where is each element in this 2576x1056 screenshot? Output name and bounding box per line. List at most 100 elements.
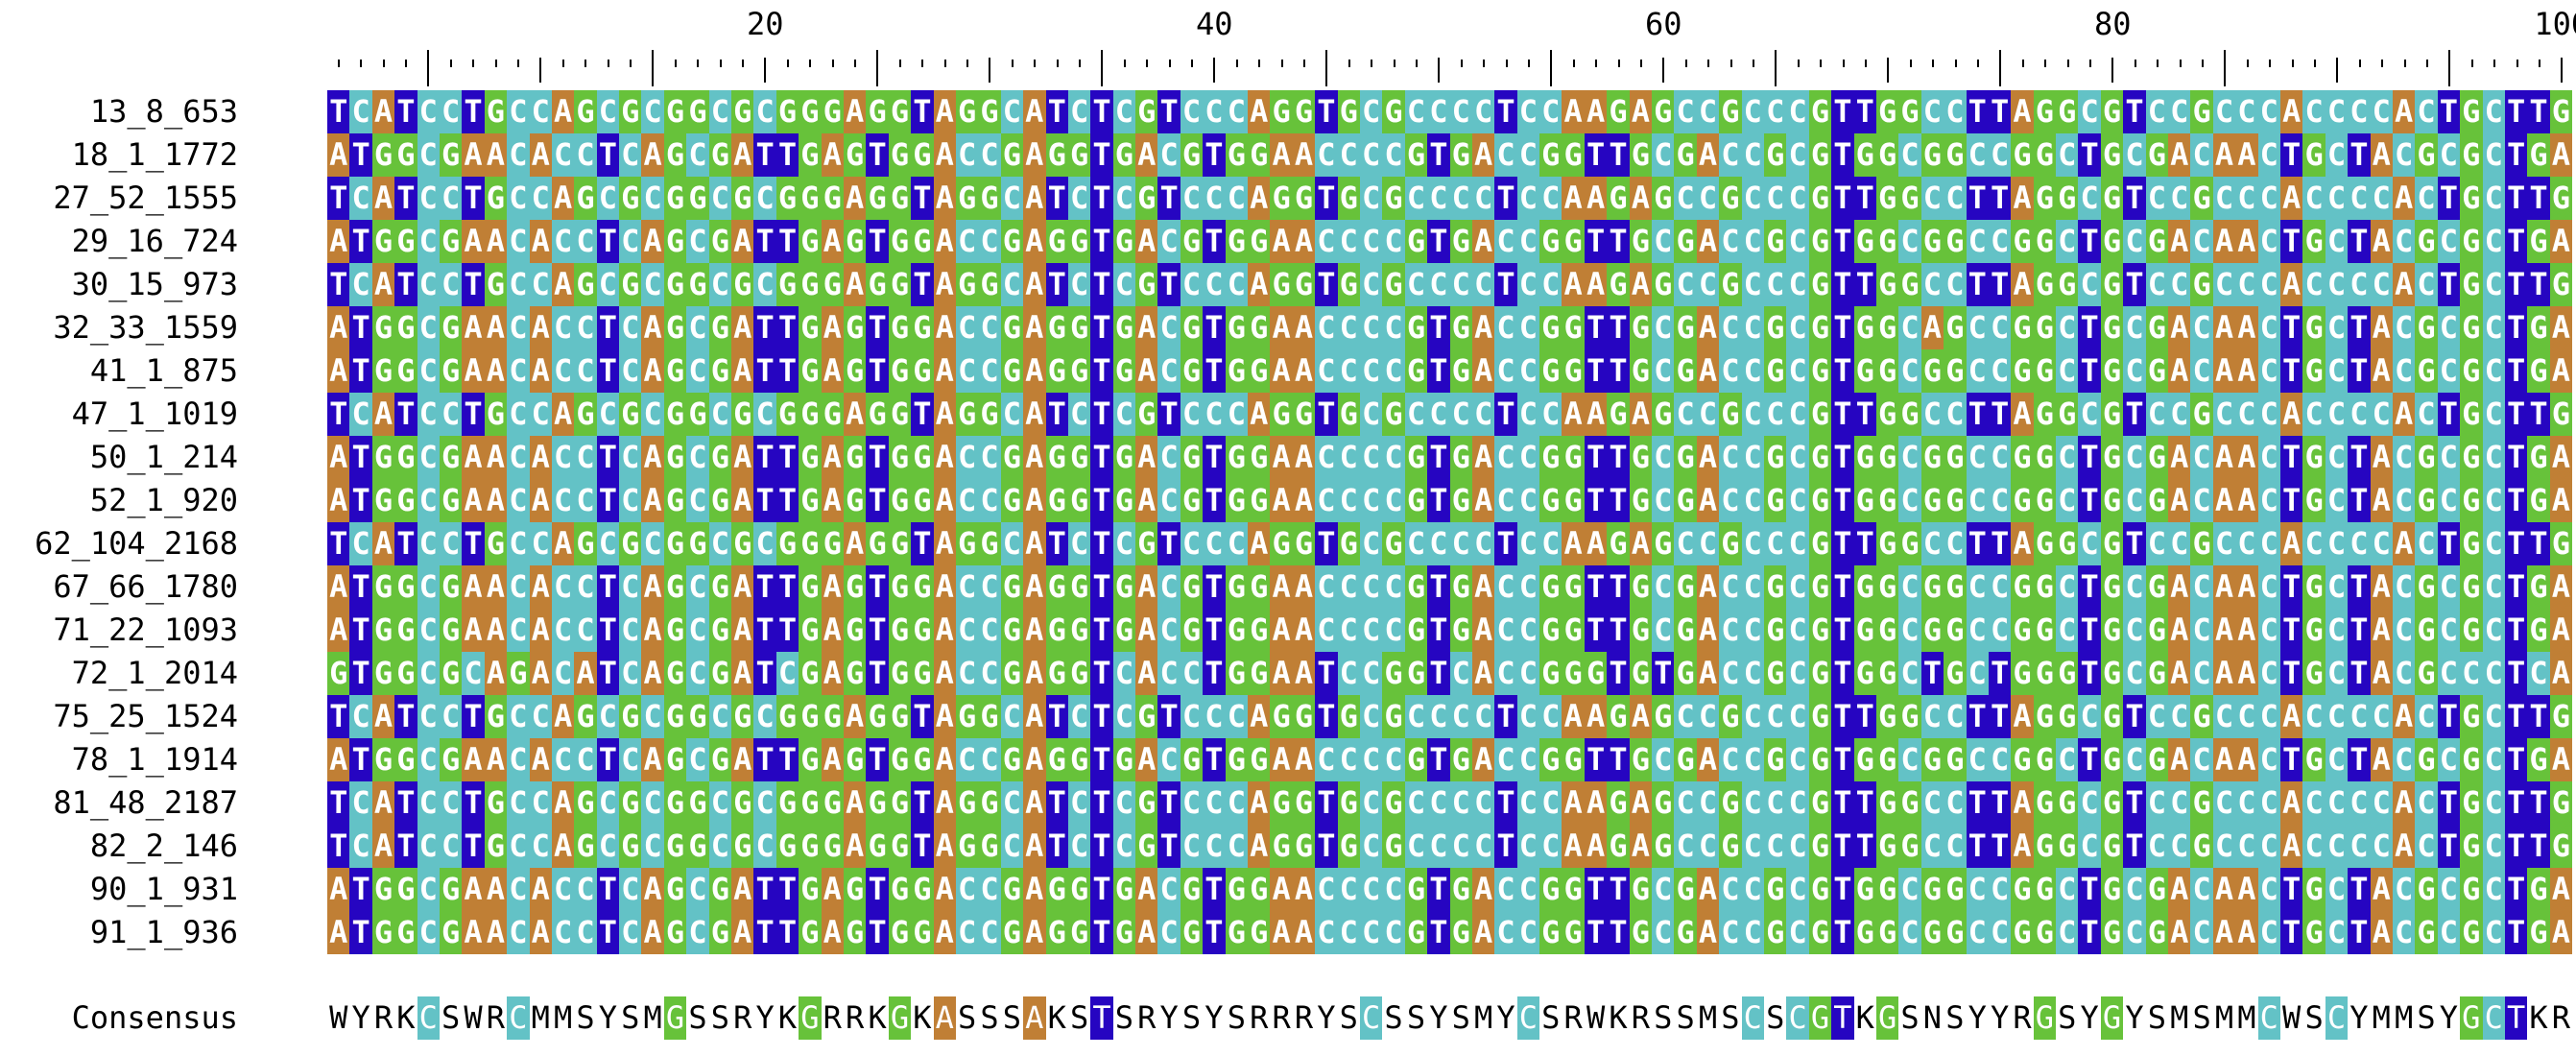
sequence-name[interactable]: 52_1_920: [89, 482, 238, 518]
base-cell: G: [1449, 479, 1472, 522]
base-cell: G: [2100, 90, 2124, 133]
base-cell: G: [1562, 911, 1585, 954]
base-cell: C: [1315, 868, 1338, 911]
base-cell: C: [1674, 90, 1697, 133]
base-cell: G: [911, 911, 934, 954]
base-cell: A: [462, 868, 485, 911]
base-cell: C: [2482, 522, 2505, 565]
ruler-tick: [1438, 58, 1441, 83]
sequence-name[interactable]: 67_66_1780: [53, 568, 238, 605]
base-cell: G: [866, 90, 889, 133]
sequence-name[interactable]: 71_22_1093: [53, 612, 238, 648]
base-cell: G: [2460, 133, 2483, 177]
base-cell: C: [2482, 90, 2505, 133]
base-cell: C: [1494, 349, 1517, 393]
sequence-name[interactable]: 29_16_724: [71, 223, 238, 259]
base-cell: G: [1853, 609, 1876, 652]
sequence-name[interactable]: 32_33_1559: [53, 309, 238, 346]
base-cell: A: [1584, 393, 1608, 436]
base-cell: G: [686, 825, 709, 868]
sequence-name[interactable]: 72_1_2014: [71, 655, 238, 691]
base-cell: A: [1248, 695, 1271, 738]
base-cell: C: [686, 349, 709, 393]
sequence-name[interactable]: 50_1_214: [89, 439, 238, 475]
base-cell: A: [2011, 177, 2034, 220]
base-cell: G: [1808, 565, 1832, 609]
base-cell: C: [1471, 825, 1495, 868]
consensus-base: S: [1227, 999, 1246, 1036]
base-cell: C: [2325, 738, 2349, 781]
base-cell: G: [2190, 522, 2213, 565]
sequence-name[interactable]: 82_2_146: [89, 828, 238, 864]
consensus-label[interactable]: Consensus: [71, 999, 238, 1036]
sequence-name[interactable]: 13_8_653: [89, 93, 238, 130]
base-cell: G: [2302, 436, 2326, 479]
sequence-name[interactable]: 27_52_1555: [53, 180, 238, 216]
sequence-name[interactable]: 41_1_875: [89, 352, 238, 389]
base-cell: A: [933, 565, 956, 609]
consensus-base: Y: [2080, 999, 2099, 1036]
base-cell: C: [2370, 263, 2393, 306]
base-cell: A: [2168, 479, 2191, 522]
sequence-name[interactable]: 18_1_1772: [71, 136, 238, 173]
sequence-name[interactable]: 30_15_973: [71, 266, 238, 302]
base-cell: T: [1988, 177, 2012, 220]
base-cell: C: [1427, 522, 1450, 565]
base-cell: T: [1090, 911, 1113, 954]
base-cell: G: [619, 177, 642, 220]
base-cell: C: [2056, 133, 2079, 177]
sequence-name[interactable]: 81_48_2187: [53, 784, 238, 821]
base-cell: T: [2123, 825, 2146, 868]
base-cell: C: [2415, 90, 2438, 133]
base-cell: A: [821, 911, 844, 954]
sequence-name[interactable]: 47_1_1019: [71, 396, 238, 432]
base-cell: C: [2302, 263, 2326, 306]
sequence-name[interactable]: 75_25_1524: [53, 698, 238, 734]
base-cell: G: [1629, 911, 1653, 954]
base-cell: G: [708, 306, 732, 349]
sequence-name[interactable]: 90_1_931: [89, 871, 238, 907]
base-cell: A: [731, 479, 754, 522]
base-cell: G: [708, 349, 732, 393]
base-cell: G: [821, 781, 844, 825]
base-cell: C: [1920, 522, 1944, 565]
base-cell: T: [866, 652, 889, 695]
base-cell: G: [1562, 220, 1585, 263]
base-cell: C: [1898, 652, 1921, 695]
sequence-name[interactable]: 91_1_936: [89, 914, 238, 950]
sequence-name[interactable]: 78_1_1914: [71, 741, 238, 778]
base-cell: T: [327, 90, 350, 133]
base-cell: C: [2415, 695, 2438, 738]
consensus-base: Y: [1317, 999, 1336, 1036]
base-cell: A: [2168, 609, 2191, 652]
sequence-name[interactable]: 62_104_2168: [35, 525, 238, 562]
ruler-tick: [1752, 60, 1754, 67]
base-cell: C: [619, 479, 642, 522]
base-cell: G: [1808, 263, 1832, 306]
consensus-base: C: [2257, 996, 2280, 1040]
base-cell: G: [2460, 911, 2483, 954]
base-cell: A: [2212, 738, 2236, 781]
base-cell: A: [731, 738, 754, 781]
